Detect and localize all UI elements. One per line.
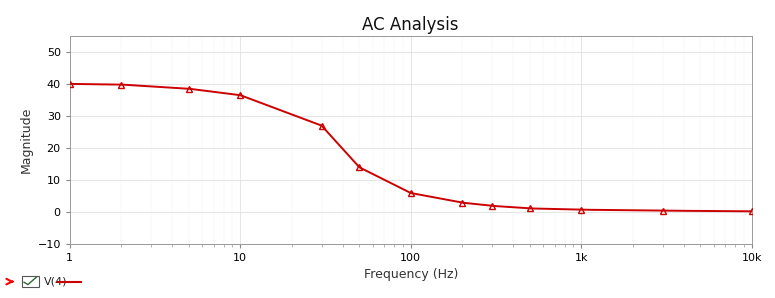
Title: AC Analysis: AC Analysis bbox=[363, 16, 459, 34]
X-axis label: Frequency (Hz): Frequency (Hz) bbox=[363, 268, 458, 280]
Text: V(4): V(4) bbox=[44, 277, 67, 287]
FancyBboxPatch shape bbox=[22, 276, 39, 287]
Y-axis label: Magnitude: Magnitude bbox=[20, 107, 33, 173]
